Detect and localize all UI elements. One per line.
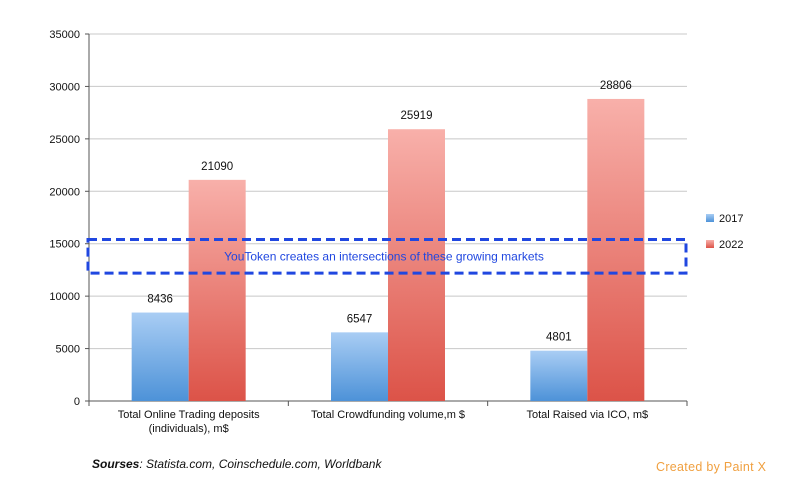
category-label: Total Raised via ICO, m$ bbox=[527, 409, 649, 421]
bar-2017 bbox=[131, 312, 189, 401]
sources-text: : Statista.com, Coinschedule.com, Worldb… bbox=[139, 457, 382, 471]
bar-chart: 0 5000 10000 15000 20000 25000 30000 35000 8436… bbox=[49, 29, 743, 435]
watermark: Created by Paint X bbox=[656, 460, 767, 474]
sources-label: Sourses bbox=[92, 457, 140, 471]
legend-label-2022: 2022 bbox=[719, 239, 743, 251]
bar-2022 bbox=[587, 98, 645, 401]
bars bbox=[131, 98, 645, 401]
data-label-2022: 28806 bbox=[600, 80, 632, 92]
bar-2017 bbox=[530, 350, 588, 401]
sources-note: Sourses: Statista.com, Coinschedule.com,… bbox=[92, 457, 381, 471]
y-tick-label: 30000 bbox=[49, 81, 80, 93]
category-label: Total Online Trading deposits (individual… bbox=[118, 409, 260, 435]
category-labels: Total Online Trading deposits (individual… bbox=[118, 409, 648, 435]
data-labels: 8436 21090 6547 25919 4801 28806 bbox=[147, 80, 631, 344]
y-tick-label: 35000 bbox=[49, 29, 80, 41]
y-tick-label: 20000 bbox=[49, 186, 80, 198]
y-tick-label: 10000 bbox=[49, 291, 80, 303]
legend-swatch-2022 bbox=[706, 240, 714, 248]
category-label-line: Total Raised via ICO, m$ bbox=[527, 409, 649, 421]
category-label-line: (individuals), m$ bbox=[149, 423, 229, 435]
category-label-line: Total Online Trading deposits bbox=[118, 409, 260, 421]
category-label-line: Total Crowdfunding volume,m $ bbox=[311, 409, 465, 421]
annotation: YouToken creates an intersections of the… bbox=[86, 238, 688, 275]
legend-label-2017: 2017 bbox=[719, 213, 743, 225]
data-label-2017: 8436 bbox=[147, 294, 173, 306]
y-tick-label: 5000 bbox=[56, 344, 80, 356]
data-label-2022: 21090 bbox=[201, 161, 233, 173]
y-tick-label: 15000 bbox=[49, 239, 80, 251]
bar-2022 bbox=[188, 179, 246, 401]
legend: 2017 2022 bbox=[706, 213, 743, 251]
bar-2017 bbox=[331, 332, 388, 401]
y-tick-label: 25000 bbox=[49, 134, 80, 146]
legend-swatch-2017 bbox=[706, 214, 714, 222]
bar-2022 bbox=[388, 129, 445, 401]
annotation-box bbox=[86, 238, 688, 275]
category-label: Total Crowdfunding volume,m $ bbox=[311, 409, 465, 421]
y-tick-label: 0 bbox=[74, 396, 80, 408]
annotation-text: YouToken creates an intersections of the… bbox=[224, 249, 544, 263]
data-label-2017: 4801 bbox=[546, 332, 572, 344]
data-label-2022: 25919 bbox=[401, 110, 433, 122]
data-label-2017: 6547 bbox=[347, 313, 373, 325]
